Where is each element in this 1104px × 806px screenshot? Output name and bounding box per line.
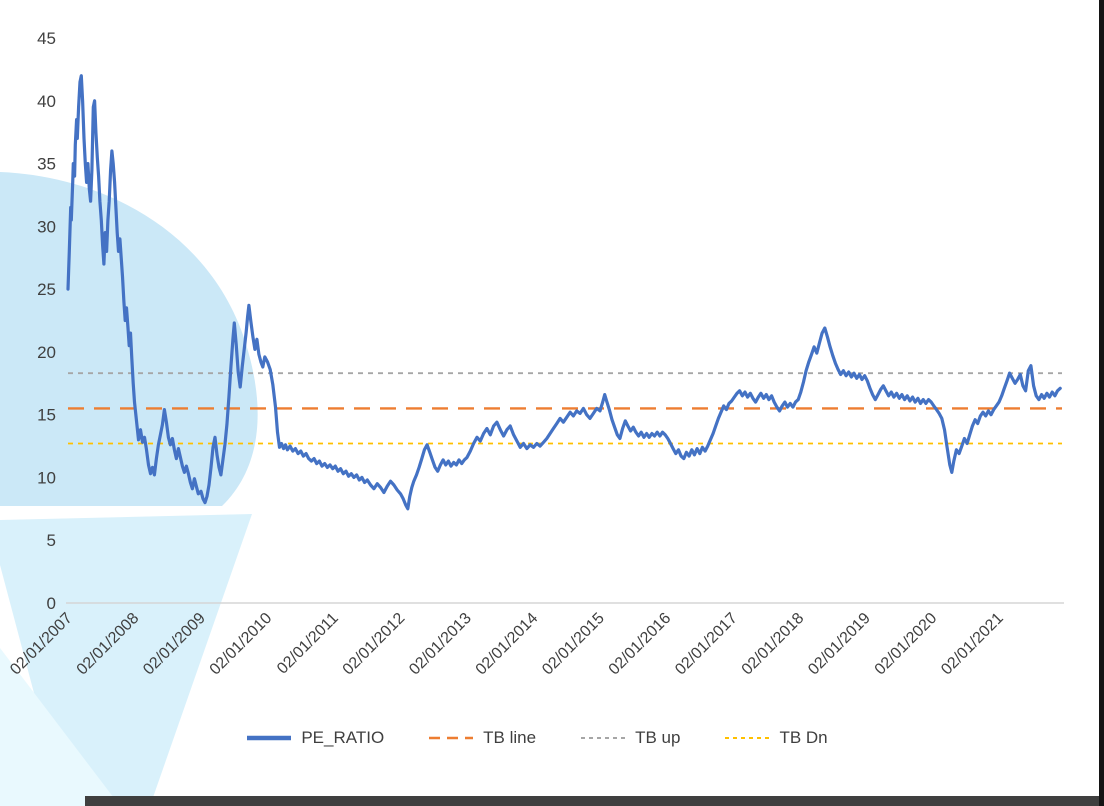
y-tick-label: 35	[37, 155, 56, 174]
y-tick-label: 45	[37, 29, 56, 48]
x-tick-label: 02/01/2014	[473, 610, 542, 679]
x-tick-label: 02/01/2020	[872, 610, 941, 679]
y-tick-label: 15	[37, 406, 56, 425]
pe-ratio-line-marker	[247, 735, 292, 741]
x-tick-label: 02/01/2015	[539, 610, 608, 679]
legend-item-tb-up: TB up	[580, 728, 680, 748]
legend-item-pe-ratio: PE_RATIO	[246, 728, 384, 748]
legend-item-tb-dn: TB Dn	[724, 728, 828, 748]
x-tick-label: 02/01/2010	[207, 610, 276, 679]
x-tick-label: 02/01/2009	[140, 610, 209, 679]
tb-dn-dashed-marker	[725, 737, 770, 739]
x-tick-label: 02/01/2018	[739, 610, 808, 679]
legend-item-tb-line: TB line	[428, 728, 536, 748]
legend-label-pe-ratio: PE_RATIO	[301, 728, 385, 747]
x-tick-label: 02/01/2012	[340, 610, 409, 679]
y-tick-label: 10	[37, 468, 56, 487]
chart-legend: PE_RATIO TB line TB up TB Dn	[0, 728, 1074, 748]
legend-label-tb-dn: TB Dn	[779, 728, 828, 747]
y-tick-label: 0	[47, 594, 56, 613]
y-tick-label: 20	[37, 343, 56, 362]
x-tick-label: 02/01/2021	[938, 610, 1007, 679]
tb-up-dashed-marker	[581, 737, 626, 739]
x-tick-label: 02/01/2013	[406, 610, 475, 679]
y-tick-label: 30	[37, 217, 56, 236]
x-tick-label: 02/01/2007	[7, 610, 76, 679]
x-tick-label: 02/01/2019	[805, 610, 874, 679]
tb-line-dashed-marker	[429, 736, 474, 740]
watermark-shape-corner	[0, 648, 120, 806]
x-tick-label: 02/01/2008	[74, 610, 143, 679]
legend-label-tb-up: TB up	[635, 728, 681, 747]
x-tick-label: 02/01/2016	[606, 610, 675, 679]
x-tick-label: 02/01/2011	[274, 610, 342, 678]
y-tick-label: 5	[47, 531, 56, 550]
pe-ratio-series-line	[66, 74, 1062, 511]
y-tick-label: 25	[37, 280, 56, 299]
window-bottom-edge	[85, 796, 1104, 806]
legend-label-tb-line: TB line	[483, 728, 537, 747]
y-tick-label: 40	[37, 92, 56, 111]
window-right-edge	[1099, 0, 1104, 806]
x-tick-label: 02/01/2017	[672, 610, 741, 679]
